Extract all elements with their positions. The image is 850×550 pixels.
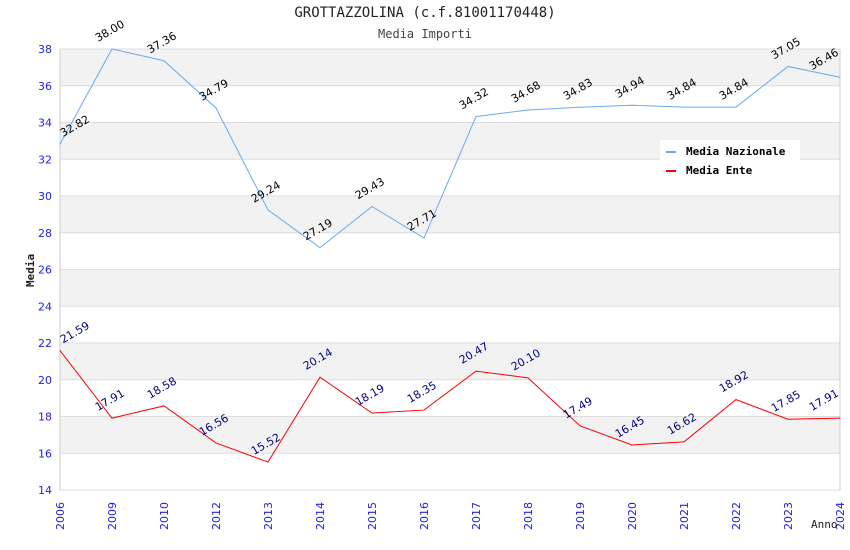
data-point <box>839 76 841 78</box>
data-point <box>267 461 269 463</box>
data-point <box>319 376 321 378</box>
data-point <box>423 409 425 411</box>
y-tick-label: 38 <box>38 43 52 56</box>
data-point <box>475 370 477 372</box>
legend-swatch <box>666 150 676 153</box>
data-point <box>423 237 425 239</box>
data-point <box>735 106 737 108</box>
data-point <box>371 205 373 207</box>
x-tick-label: 2019 <box>574 502 587 530</box>
y-tick-label: 34 <box>38 117 52 130</box>
data-point <box>839 417 841 419</box>
data-point <box>111 48 113 50</box>
data-point <box>683 441 685 443</box>
y-tick-label: 16 <box>38 447 52 460</box>
y-tick-label: 14 <box>38 484 52 497</box>
x-tick-label: 2006 <box>54 502 67 530</box>
x-tick-label: 2022 <box>730 502 743 530</box>
x-axis-label: Anno <box>811 518 838 531</box>
data-point <box>215 107 217 109</box>
legend-label: Media Nazionale <box>686 145 786 158</box>
data-point <box>59 143 61 145</box>
x-tick-label: 2013 <box>262 502 275 530</box>
grid-band <box>60 416 840 454</box>
data-point <box>475 116 477 118</box>
grid-band <box>60 343 840 380</box>
x-tick-label: 2017 <box>470 502 483 530</box>
grid-band <box>60 49 840 86</box>
data-point <box>59 350 61 352</box>
x-tick-label: 2010 <box>158 502 171 530</box>
data-label: 17.91 <box>93 387 127 414</box>
data-point <box>319 247 321 249</box>
chart-subtitle: Media Importi <box>378 27 472 41</box>
x-tick-label: 2015 <box>366 502 379 530</box>
legend-label: Media Ente <box>686 164 753 177</box>
data-point <box>579 106 581 108</box>
y-tick-label: 22 <box>38 337 52 350</box>
x-tick-label: 2012 <box>210 502 223 530</box>
data-label: 18.19 <box>353 382 387 409</box>
data-point <box>215 442 217 444</box>
data-label: 17.85 <box>769 388 803 415</box>
data-point <box>371 412 373 414</box>
y-tick-label: 30 <box>38 190 52 203</box>
grid-band <box>60 269 840 307</box>
y-tick-label: 18 <box>38 411 52 424</box>
data-point <box>683 106 685 108</box>
x-tick-label: 2016 <box>418 502 431 530</box>
data-point <box>631 444 633 446</box>
x-tick-label: 2024 <box>834 502 847 530</box>
x-tick-label: 2009 <box>106 502 119 530</box>
data-point <box>787 418 789 420</box>
data-label: 34.32 <box>457 85 491 112</box>
data-point <box>527 377 529 379</box>
data-point <box>735 399 737 401</box>
data-point <box>267 209 269 211</box>
legend-item-ente: Media Ente <box>666 164 752 177</box>
y-tick-label: 20 <box>38 374 52 387</box>
data-point <box>631 104 633 106</box>
y-tick-label: 32 <box>38 153 52 166</box>
data-label: 21.59 <box>58 319 92 346</box>
data-label: 17.91 <box>807 387 841 414</box>
data-point <box>111 417 113 419</box>
y-axis-label: Media <box>24 254 37 287</box>
data-point <box>787 65 789 67</box>
series-line-nazionale <box>59 48 841 249</box>
legend-swatch <box>666 169 676 172</box>
x-tick-label: 2020 <box>626 502 639 530</box>
series-line-ente <box>59 350 841 463</box>
y-tick-label: 26 <box>38 264 52 277</box>
data-label: 18.35 <box>405 379 439 406</box>
data-label: 38.00 <box>93 18 127 45</box>
x-tick-label: 2023 <box>782 502 795 530</box>
grid-band <box>60 196 840 233</box>
x-tick-label: 2018 <box>522 502 535 530</box>
legend: Media Nazionale Media Ente <box>660 140 800 182</box>
y-tick-label: 24 <box>38 300 52 313</box>
data-point <box>579 425 581 427</box>
legend-item-nazionale: Media Nazionale <box>666 145 785 158</box>
data-point <box>163 405 165 407</box>
chart-title: GROTTAZZOLINA (c.f.81001170448) <box>294 5 556 21</box>
data-point <box>527 109 529 111</box>
y-tick-label: 28 <box>38 227 52 240</box>
y-tick-label: 36 <box>38 80 52 93</box>
data-point <box>163 60 165 62</box>
x-tick-label: 2021 <box>678 502 691 530</box>
x-tick-label: 2014 <box>314 502 327 530</box>
